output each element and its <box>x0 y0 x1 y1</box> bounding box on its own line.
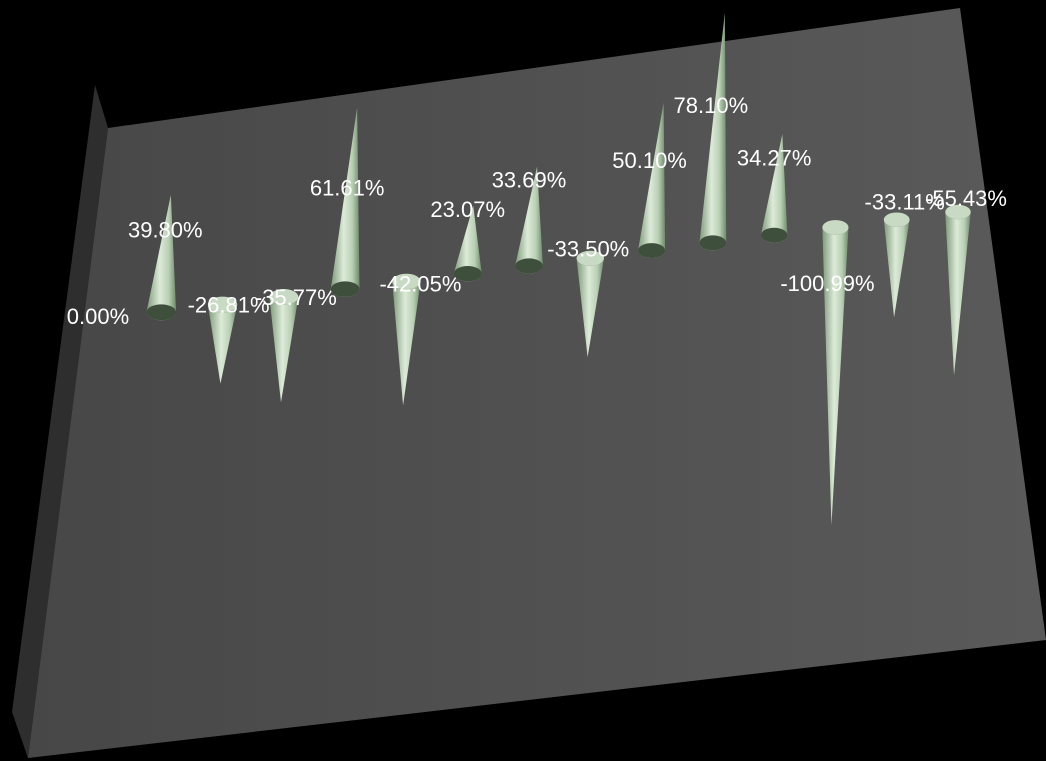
data-label-0: 0.00% <box>67 304 129 329</box>
data-label-10: 78.10% <box>674 93 749 118</box>
cone-marks: 0.00% 39.80% -26.81%-35.77% 61.61% -42.05% 23… <box>67 12 1007 526</box>
data-label-6: 23.07% <box>430 197 505 222</box>
cone-base-5 <box>392 273 421 290</box>
cone-base-7 <box>515 258 543 274</box>
cone-5 <box>392 281 421 406</box>
cone-base-12 <box>822 220 849 235</box>
cone-10 <box>699 12 727 251</box>
cone-13 <box>883 219 910 318</box>
cone-base-14 <box>945 204 971 220</box>
cone-base-2 <box>207 296 238 313</box>
cone-base-1 <box>146 304 177 321</box>
cone-8 <box>576 258 604 358</box>
plot-plane-side <box>12 85 108 758</box>
cone-base-9 <box>638 243 666 259</box>
cone-3 <box>269 296 299 403</box>
cone-9 <box>638 102 666 259</box>
cone-4 <box>330 107 360 297</box>
data-label-8: -33.50% <box>547 236 629 261</box>
data-label-11: 34.27% <box>737 146 812 171</box>
data-label-4: 61.61% <box>310 175 385 200</box>
plot-plane <box>28 8 1046 758</box>
cone-14 <box>945 212 971 376</box>
cone-base-3 <box>269 289 299 305</box>
data-label-14: -55.43% <box>925 186 1007 211</box>
cone-11 <box>760 134 788 243</box>
cone-6 <box>453 205 482 282</box>
cone-base-8 <box>576 250 604 266</box>
cone-1 <box>146 194 177 321</box>
data-label-12: -100.99% <box>780 271 874 296</box>
cone-base-4 <box>330 281 360 297</box>
data-label-9: 50.10% <box>612 148 687 173</box>
cone-base-11 <box>760 227 788 243</box>
data-label-5: -42.05% <box>379 271 461 296</box>
cone-12 <box>822 227 849 526</box>
cone-2 <box>207 304 238 384</box>
data-label-13: -33.11% <box>865 190 945 215</box>
data-label-2: -26.81% <box>188 293 270 318</box>
data-label-7: 33.69% <box>492 167 567 192</box>
cone-base-6 <box>453 266 482 282</box>
data-label-1: 39.80% <box>128 217 203 242</box>
cone-7 <box>515 166 543 274</box>
cone-base-10 <box>699 235 727 251</box>
data-label-3: -35.77% <box>255 285 337 310</box>
cone-base-13 <box>883 212 910 227</box>
